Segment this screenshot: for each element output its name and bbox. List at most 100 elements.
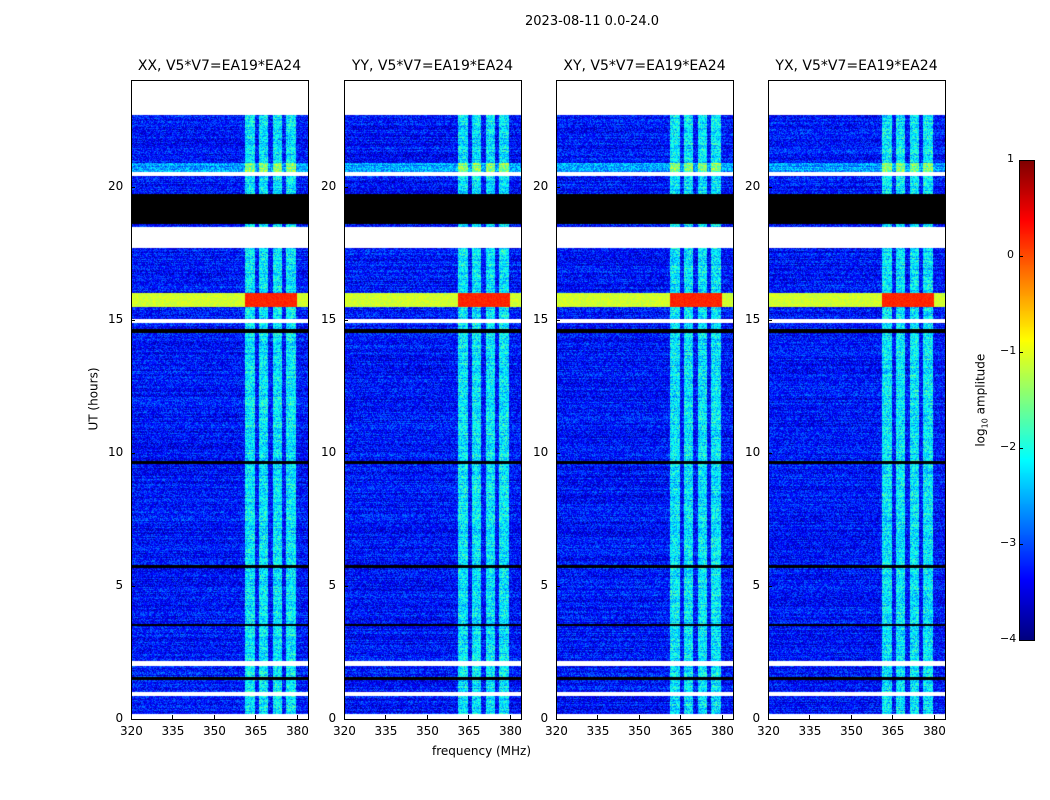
- y-tick-label: 10: [533, 444, 549, 459]
- colorbar-tick: [1019, 352, 1023, 353]
- colorbar-tick: [1019, 640, 1023, 641]
- x-tick-label: 380: [922, 724, 946, 738]
- colorbar-tick-label: −3: [1000, 536, 1017, 549]
- y-tick-label: 5: [328, 577, 337, 592]
- y-tick: [344, 186, 348, 188]
- x-tick: [638, 715, 640, 719]
- x-tick-label: 350: [415, 724, 439, 738]
- y-tick-label: 15: [321, 311, 337, 326]
- x-tick-label: 335: [161, 724, 185, 738]
- panel-title: YY, V5*V7=EA19*EA24: [351, 58, 514, 74]
- x-tick-label: 350: [627, 724, 651, 738]
- colorbar-label-rest: amplitude: [973, 353, 988, 419]
- y-tick: [344, 719, 348, 720]
- y-tick-label: 10: [108, 444, 124, 459]
- y-tick-label: 5: [115, 577, 124, 592]
- x-tick: [296, 715, 298, 719]
- y-tick: [556, 452, 560, 454]
- y-tick: [344, 585, 348, 587]
- x-tick-label: 365: [669, 724, 693, 738]
- x-tick-label: 335: [798, 724, 822, 738]
- y-tick-label: 0: [328, 711, 337, 725]
- y-axis-label: UT (hours): [86, 367, 101, 431]
- y-tick: [344, 452, 348, 454]
- y-tick: [131, 719, 135, 720]
- y-tick: [131, 186, 135, 188]
- colorbar-tick: [1019, 448, 1023, 449]
- colorbar-label-log: log: [973, 428, 988, 447]
- y-tick-label: 0: [540, 711, 549, 725]
- x-tick-label: 380: [710, 724, 734, 738]
- y-tick-label: 0: [115, 711, 124, 725]
- x-tick: [721, 715, 723, 719]
- colorbar-tick-label: −1: [1000, 344, 1017, 357]
- x-tick-label: 320: [545, 724, 568, 738]
- y-tick-label: 20: [745, 178, 761, 193]
- x-tick: [933, 715, 935, 719]
- y-tick: [344, 319, 348, 321]
- waterfall-heatmap: [131, 80, 308, 719]
- colorbar-tick: [1019, 160, 1023, 161]
- waterfall-heatmap: [556, 80, 733, 719]
- x-axis-label: frequency (MHz): [432, 744, 532, 758]
- x-tick-label: 380: [285, 724, 309, 738]
- colorbar-tick: [1019, 256, 1023, 257]
- y-tick: [768, 186, 772, 188]
- y-tick: [556, 719, 560, 720]
- x-tick-label: 320: [757, 724, 780, 738]
- x-tick: [344, 715, 345, 719]
- x-tick: [468, 715, 470, 719]
- panel-title: XY, V5*V7=EA19*EA24: [563, 58, 726, 74]
- x-tick-label: 365: [457, 724, 481, 738]
- y-tick-label: 0: [752, 711, 761, 725]
- panel-title: XX, V5*V7=EA19*EA24: [137, 58, 302, 74]
- waterfall-heatmap: [344, 80, 521, 719]
- x-tick-label: 380: [498, 724, 522, 738]
- y-tick-label: 20: [108, 178, 124, 193]
- x-tick: [809, 715, 811, 719]
- y-tick: [768, 319, 772, 321]
- y-tick: [768, 585, 772, 587]
- y-tick: [131, 452, 135, 454]
- y-tick-label: 20: [321, 178, 337, 193]
- colorbar-tick-label: −2: [1000, 440, 1017, 453]
- x-tick-label: 365: [881, 724, 905, 738]
- figure-title: 2023-08-11 0.0-24.0: [525, 14, 659, 29]
- x-tick: [255, 715, 257, 719]
- colorbar-tick: [1019, 544, 1023, 545]
- colorbar-label: log10 amplitude: [973, 354, 989, 447]
- y-tick-label: 15: [108, 311, 124, 326]
- x-tick: [131, 715, 132, 719]
- x-tick: [680, 715, 682, 719]
- y-tick-label: 20: [533, 178, 549, 193]
- y-tick-label: 5: [752, 577, 761, 592]
- colorbar: [1019, 160, 1034, 640]
- y-tick: [131, 585, 135, 587]
- x-tick: [556, 715, 557, 719]
- y-tick-label: 10: [745, 444, 761, 459]
- x-tick-label: 320: [120, 724, 143, 738]
- x-tick: [597, 715, 599, 719]
- y-tick: [556, 186, 560, 188]
- x-tick: [892, 715, 894, 719]
- x-tick: [509, 715, 511, 719]
- y-tick: [768, 452, 772, 454]
- x-tick-label: 365: [244, 724, 268, 738]
- colorbar-tick-label: −4: [1000, 632, 1017, 645]
- y-tick: [768, 719, 772, 720]
- x-tick: [213, 715, 215, 719]
- waterfall-heatmap: [768, 80, 945, 719]
- x-tick-label: 335: [374, 724, 398, 738]
- panel-title: YX, V5*V7=EA19*EA24: [775, 58, 938, 74]
- x-tick-label: 350: [839, 724, 863, 738]
- x-tick: [426, 715, 428, 719]
- y-tick: [556, 585, 560, 587]
- y-tick-label: 5: [540, 577, 549, 592]
- y-tick: [556, 319, 560, 321]
- x-tick: [385, 715, 387, 719]
- x-tick-label: 350: [202, 724, 226, 738]
- colorbar-label-sub: 10: [980, 418, 990, 429]
- y-tick-label: 15: [745, 311, 761, 326]
- x-tick: [850, 715, 852, 719]
